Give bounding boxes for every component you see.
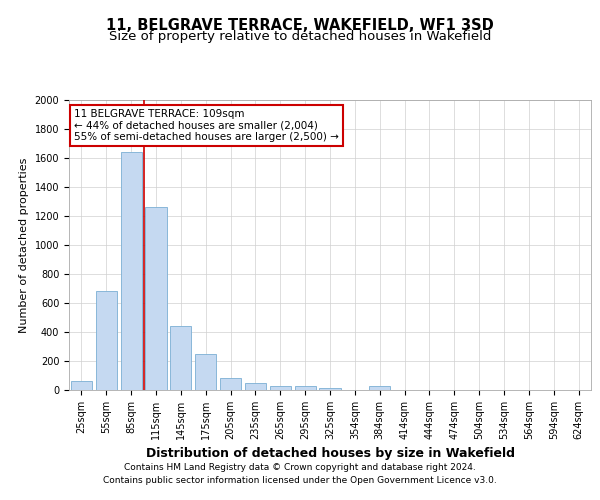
Bar <box>121 152 142 390</box>
Bar <box>220 378 241 390</box>
Bar <box>170 326 191 390</box>
Bar <box>369 386 390 390</box>
Bar <box>71 382 92 390</box>
Bar <box>319 388 341 390</box>
Bar <box>245 384 266 390</box>
Text: Contains public sector information licensed under the Open Government Licence v3: Contains public sector information licen… <box>103 476 497 485</box>
Bar <box>195 354 216 390</box>
X-axis label: Distribution of detached houses by size in Wakefield: Distribution of detached houses by size … <box>146 448 515 460</box>
Bar <box>270 386 291 390</box>
Bar <box>145 208 167 390</box>
Text: 11, BELGRAVE TERRACE, WAKEFIELD, WF1 3SD: 11, BELGRAVE TERRACE, WAKEFIELD, WF1 3SD <box>106 18 494 32</box>
Text: 11 BELGRAVE TERRACE: 109sqm
← 44% of detached houses are smaller (2,004)
55% of : 11 BELGRAVE TERRACE: 109sqm ← 44% of det… <box>74 108 339 142</box>
Text: Size of property relative to detached houses in Wakefield: Size of property relative to detached ho… <box>109 30 491 43</box>
Bar <box>295 386 316 390</box>
Text: Contains HM Land Registry data © Crown copyright and database right 2024.: Contains HM Land Registry data © Crown c… <box>124 462 476 471</box>
Y-axis label: Number of detached properties: Number of detached properties <box>19 158 29 332</box>
Bar <box>96 292 117 390</box>
